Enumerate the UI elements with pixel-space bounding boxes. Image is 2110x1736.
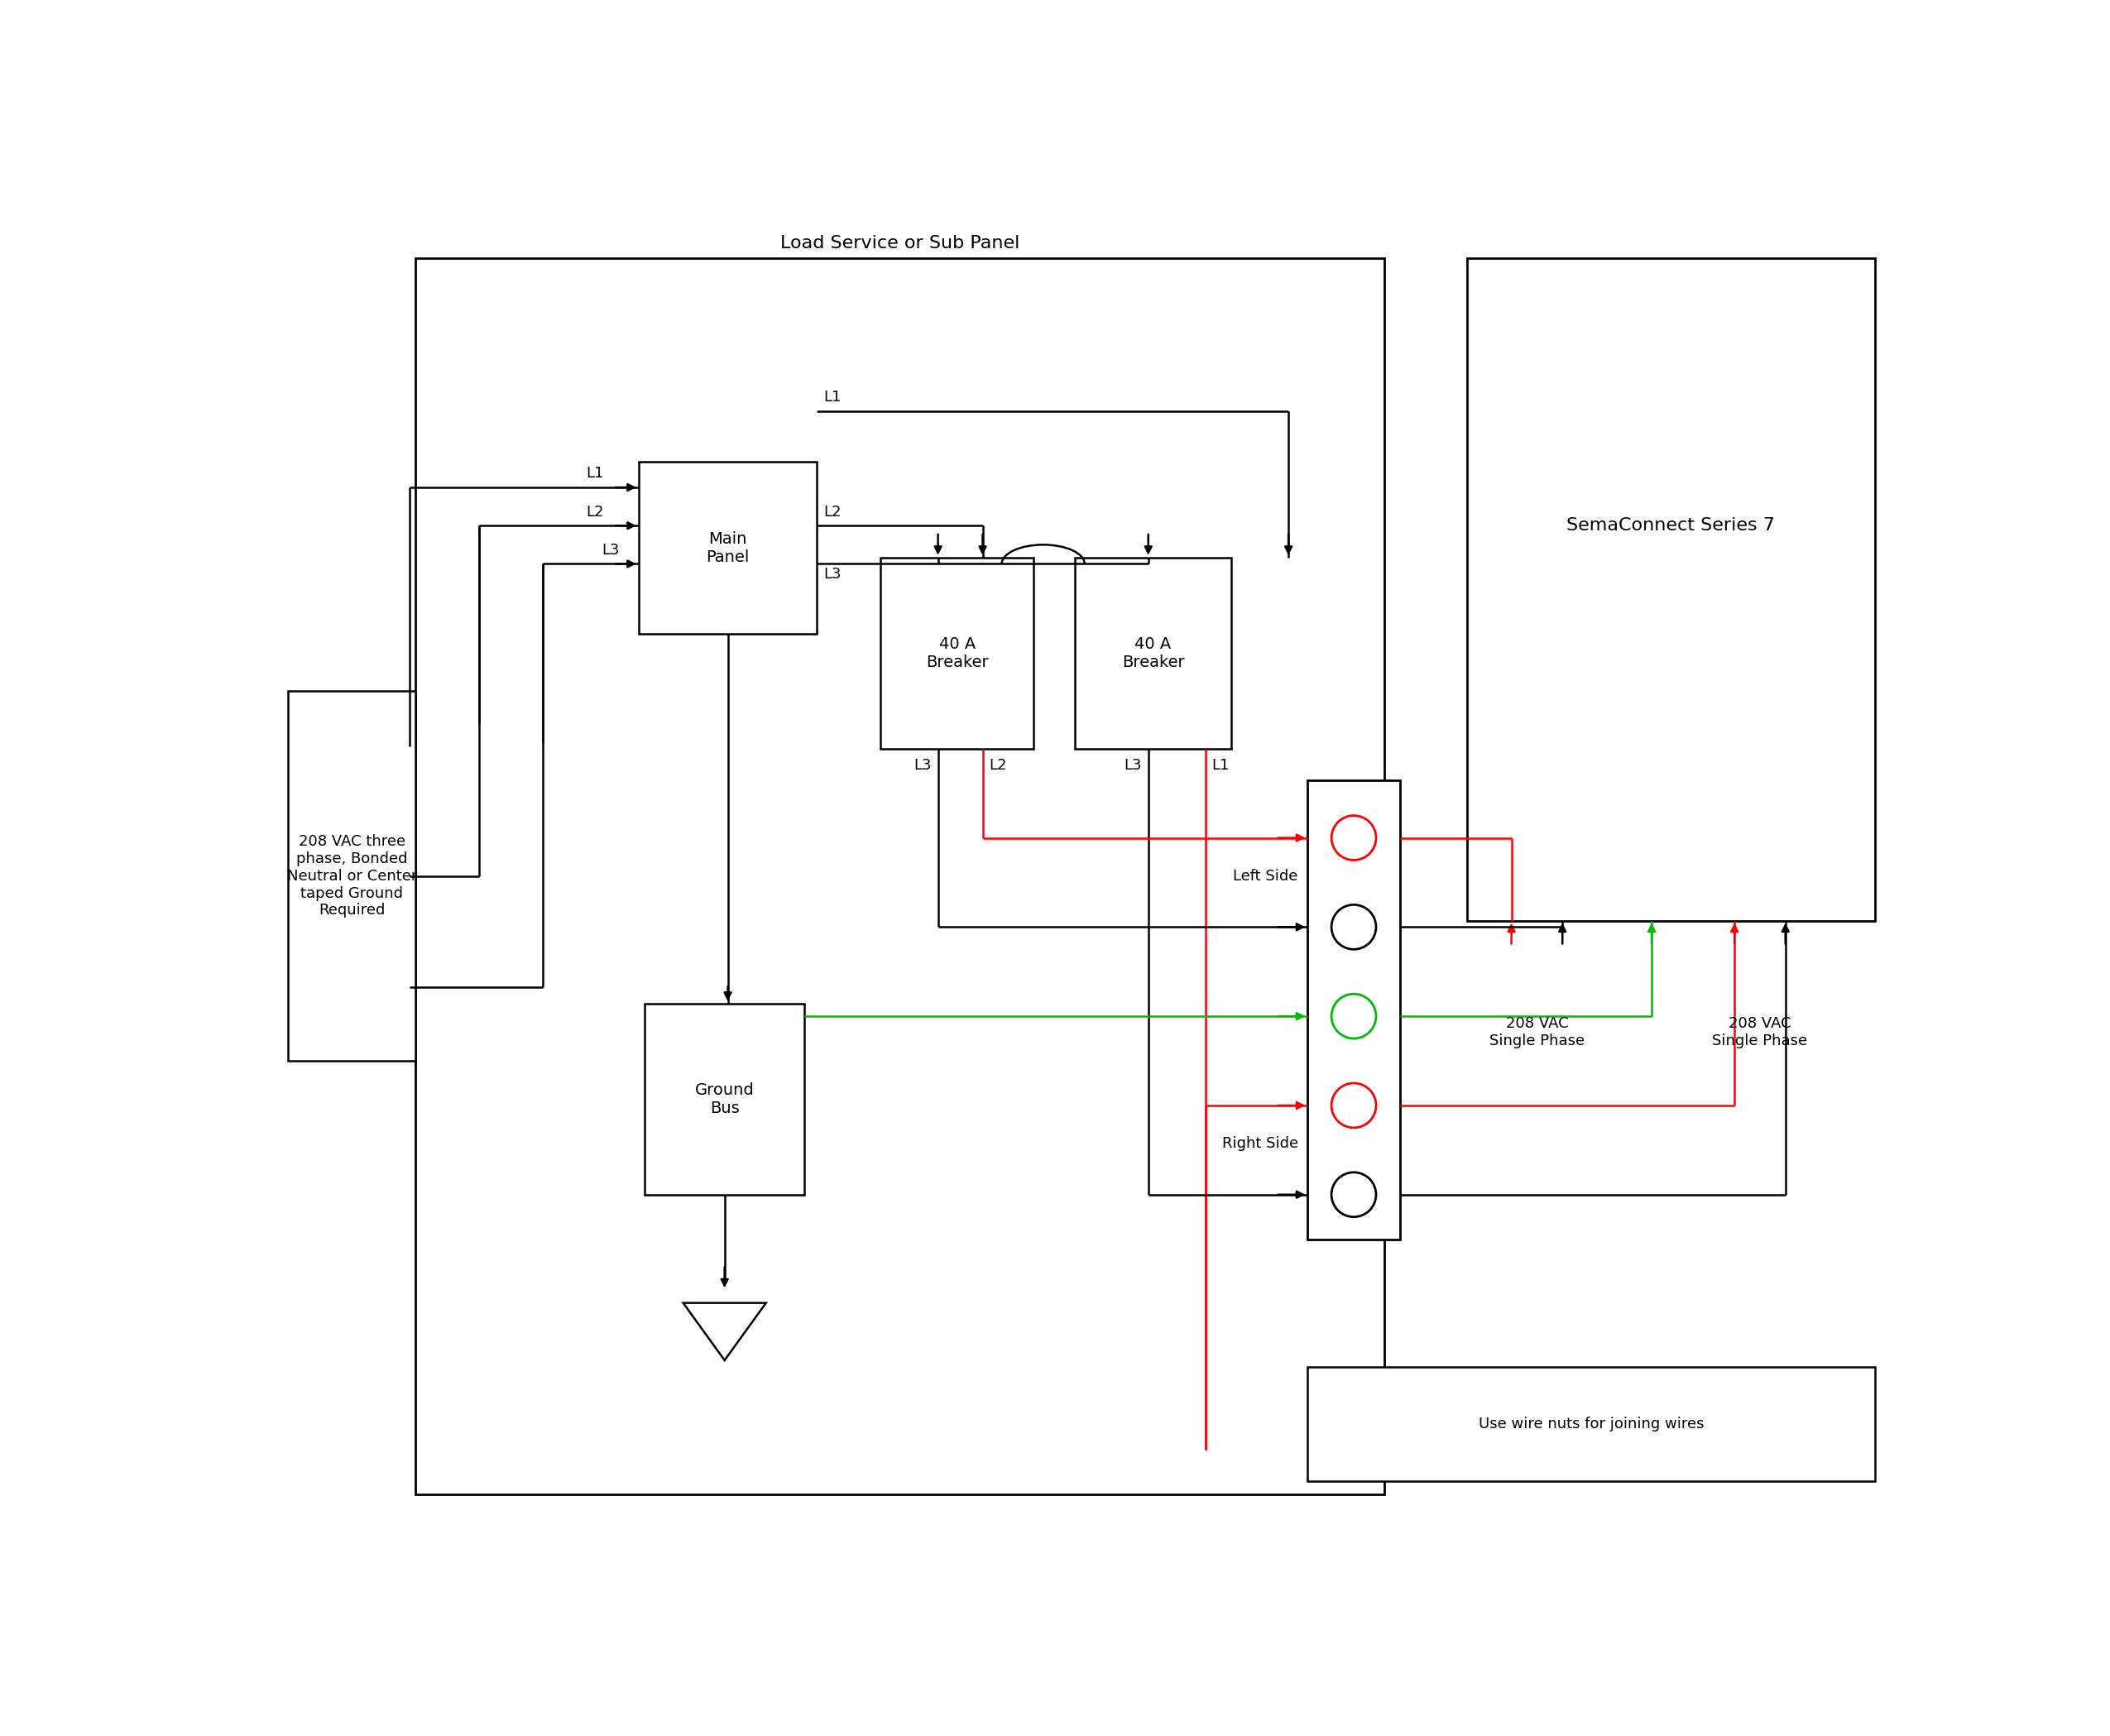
Text: 40 A
Breaker: 40 A Breaker bbox=[1123, 635, 1184, 670]
Text: L3: L3 bbox=[601, 543, 620, 557]
Text: 208 VAC
Single Phase: 208 VAC Single Phase bbox=[1490, 1016, 1585, 1049]
Text: 208 VAC
Single Phase: 208 VAC Single Phase bbox=[1713, 1016, 1808, 1049]
Bar bbox=[880, 557, 1034, 748]
Text: Use wire nuts for joining wires: Use wire nuts for joining wires bbox=[1479, 1417, 1705, 1432]
Bar bbox=[646, 1003, 804, 1194]
Text: Left Side: Left Side bbox=[1232, 868, 1298, 884]
Text: L1: L1 bbox=[823, 389, 842, 404]
Bar bbox=[1308, 1366, 1874, 1481]
Bar bbox=[416, 259, 1384, 1495]
Text: L3: L3 bbox=[914, 759, 933, 773]
Text: L1: L1 bbox=[587, 467, 603, 481]
Text: Right Side: Right Side bbox=[1222, 1135, 1298, 1151]
Text: Load Service or Sub Panel: Load Service or Sub Panel bbox=[781, 234, 1019, 252]
Bar bbox=[1466, 259, 1874, 920]
Text: L2: L2 bbox=[823, 505, 842, 519]
Bar bbox=[289, 691, 416, 1061]
Bar bbox=[1308, 781, 1399, 1240]
Text: Ground
Bus: Ground Bus bbox=[694, 1082, 753, 1116]
Text: L3: L3 bbox=[823, 568, 842, 582]
Text: 208 VAC three
phase, Bonded
Neutral or Center
taped Ground
Required: 208 VAC three phase, Bonded Neutral or C… bbox=[287, 835, 418, 918]
Text: L1: L1 bbox=[1211, 759, 1230, 773]
Text: L3: L3 bbox=[1125, 759, 1142, 773]
Bar bbox=[1074, 557, 1230, 748]
Text: 40 A
Breaker: 40 A Breaker bbox=[926, 635, 987, 670]
Bar bbox=[639, 462, 817, 634]
Text: L2: L2 bbox=[990, 759, 1006, 773]
Text: L2: L2 bbox=[587, 505, 603, 519]
Text: SemaConnect Series 7: SemaConnect Series 7 bbox=[1566, 517, 1775, 535]
Text: Main
Panel: Main Panel bbox=[707, 531, 749, 564]
